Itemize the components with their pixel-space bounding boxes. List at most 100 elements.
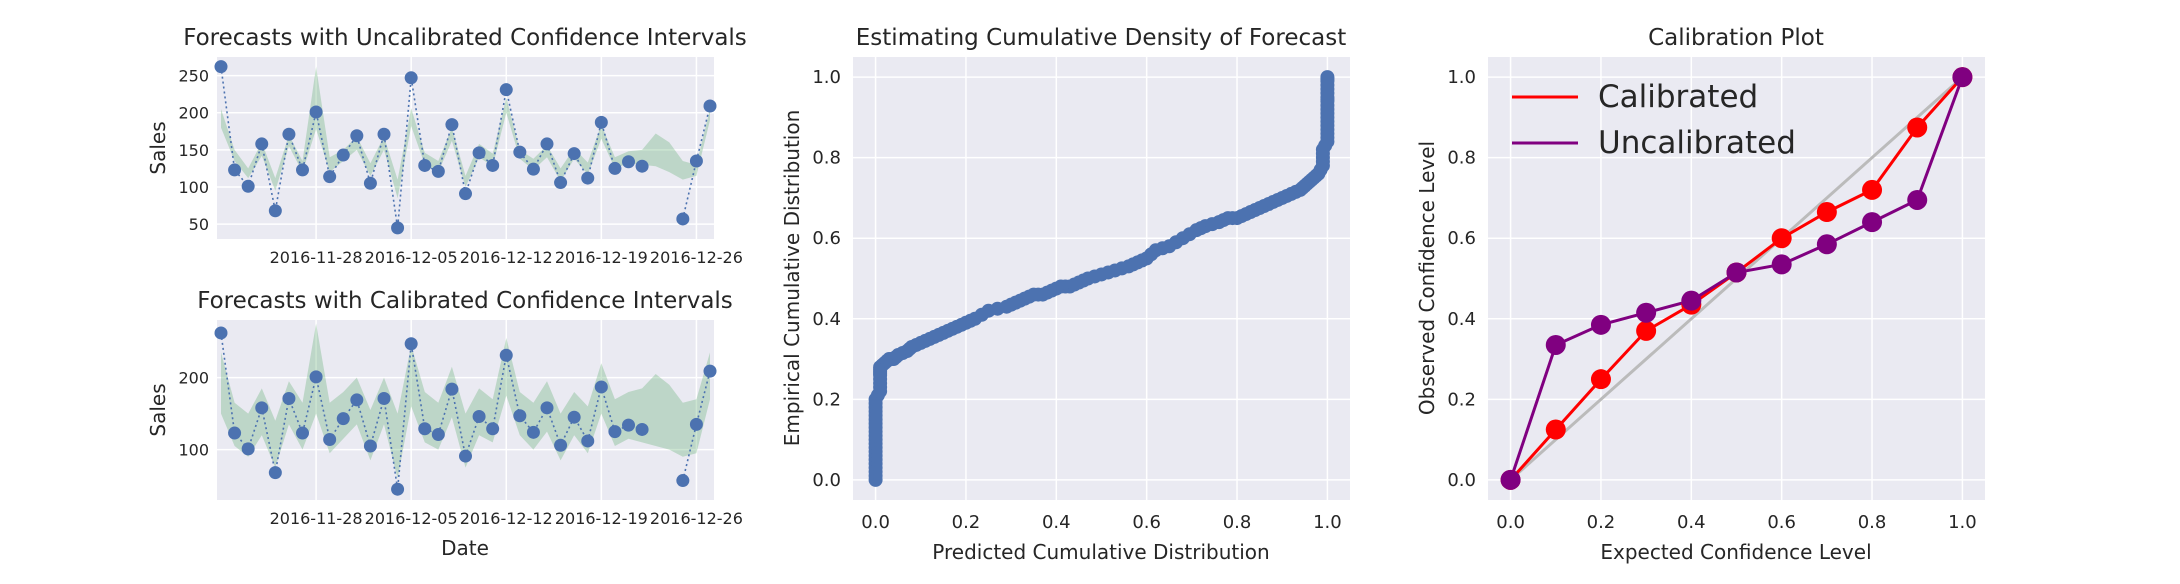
- sales-point: [608, 425, 622, 439]
- x-tick-label: 2016-11-28: [270, 509, 363, 528]
- sales-point: [526, 162, 540, 176]
- sales-point: [350, 393, 364, 407]
- calibration-series: [1500, 67, 1973, 490]
- x-tick-label: 0.8: [1858, 512, 1887, 533]
- sales-point: [526, 425, 540, 439]
- sales-point: [513, 145, 527, 159]
- sales-point: [445, 382, 459, 396]
- y-tick-label: 0.6: [1447, 228, 1476, 249]
- y-tick-label: 0.2: [1447, 389, 1476, 410]
- calibration-x-tick-labels: 0.0 0.2 0.4 0.6 0.8 1.0: [1496, 512, 1976, 533]
- uncalibrated-point: [1500, 469, 1521, 490]
- x-tick-label: 0.8: [1223, 512, 1252, 533]
- sales-point: [377, 391, 391, 405]
- sales-point: [363, 439, 377, 453]
- uncalibrated-forecast-line: [220, 66, 711, 229]
- sales-point: [513, 409, 527, 423]
- uncalibrated-plot-area: [217, 57, 714, 239]
- sales-point: [703, 364, 717, 378]
- calibrated-point: [1862, 179, 1883, 200]
- uncalibrated-confidence-band: [221, 66, 710, 199]
- uncalibrated-x-tick-labels: 2016-11-28 2016-12-05 2016-12-12 2016-12-19…: [270, 248, 743, 267]
- sales-point: [418, 422, 432, 436]
- calibrated-point: [1907, 117, 1928, 138]
- sales-point: [431, 164, 445, 178]
- y-tick-label: 1.0: [812, 67, 841, 88]
- legend-uncalibrated-label: Uncalibrated: [1598, 125, 1796, 161]
- calibrated-plot-area: [217, 320, 714, 500]
- y-tick-label: 1.0: [1447, 67, 1476, 88]
- sales-point: [296, 426, 309, 440]
- cdf-point: [1320, 70, 1335, 85]
- uncalibrated-point: [1681, 290, 1702, 311]
- y-tick-label: 200: [178, 104, 209, 123]
- sales-point: [689, 417, 703, 431]
- uncalibrated-title: Forecasts with Uncalibrated Confidence I…: [183, 25, 747, 51]
- sales-point: [459, 449, 472, 463]
- x-tick-label: 0.6: [1767, 512, 1796, 533]
- sales-point: [499, 348, 513, 362]
- sales-point: [323, 433, 337, 447]
- sales-point: [635, 159, 649, 173]
- x-tick-label: 2016-12-05: [365, 509, 458, 528]
- y-tick-label: 0.0: [812, 470, 841, 491]
- sales-point: [635, 422, 649, 436]
- x-tick-label: 0.4: [1042, 512, 1071, 533]
- sales-point: [228, 163, 242, 177]
- uncalibrated-point: [1816, 234, 1837, 255]
- x-tick-label: 0.4: [1677, 512, 1706, 533]
- sales-point: [282, 127, 296, 141]
- calibration-gridlines: [1488, 57, 1985, 500]
- x-tick-label: 0.6: [1132, 512, 1161, 533]
- sales-point: [472, 146, 486, 160]
- y-tick-label: 200: [178, 369, 209, 388]
- sales-point: [350, 129, 364, 143]
- y-tick-label: 0.8: [1447, 148, 1476, 169]
- y-tick-label: 250: [178, 67, 209, 86]
- uncalibrated-point: [1726, 262, 1747, 283]
- sales-point: [581, 434, 595, 448]
- sales-point: [214, 60, 228, 74]
- x-tick-label: 0.2: [1587, 512, 1616, 533]
- uncalibrated-y-axis-label: Sales: [146, 121, 170, 174]
- cumulative-density-y-tick-labels: 0.0 0.2 0.4 0.6 0.8 1.0: [812, 67, 841, 491]
- sales-point: [703, 99, 717, 113]
- calibrated-point: [1771, 228, 1792, 249]
- cumulative-density-x-axis-label: Predicted Cumulative Distribution: [932, 540, 1269, 564]
- sales-point: [499, 83, 513, 97]
- uncalibrated-point: [1907, 189, 1928, 210]
- sales-point: [486, 158, 500, 172]
- uncalibrated-sales-points: [214, 60, 717, 235]
- x-tick-label: 2016-12-26: [650, 509, 743, 528]
- calibration-y-axis-label: Observed Confidence Level: [1415, 141, 1439, 415]
- uncalibrated-point: [1636, 302, 1657, 323]
- sales-point: [554, 438, 568, 452]
- x-tick-label: 2016-12-26: [650, 248, 743, 267]
- calibrated-point: [1816, 202, 1837, 223]
- x-tick-label: 0.0: [1496, 512, 1525, 533]
- uncalibrated-y-tick-labels: 50 100 150 200 250: [178, 67, 209, 235]
- sales-point: [418, 158, 432, 172]
- y-tick-label: 0.2: [812, 389, 841, 410]
- calibrated-y-tick-labels: 100 200: [178, 369, 209, 460]
- uncalibrated-point: [1862, 212, 1883, 233]
- sales-point: [554, 176, 568, 190]
- sales-point: [228, 426, 242, 440]
- sales-point: [255, 137, 269, 151]
- uncalibrated-point: [1590, 314, 1611, 335]
- calibrated-point: [1636, 320, 1657, 341]
- cumulative-density-x-tick-labels: 0.0 0.2 0.4 0.6 0.8 1.0: [861, 512, 1341, 533]
- sales-point: [391, 221, 405, 235]
- cumulative-density-gridlines: [853, 57, 1350, 500]
- y-tick-label: 100: [178, 441, 209, 460]
- sales-point: [676, 212, 690, 226]
- sales-point: [214, 326, 228, 340]
- y-tick-label: 0.0: [1447, 470, 1476, 491]
- sales-point: [377, 127, 391, 141]
- sales-point: [676, 474, 690, 488]
- calibration-legend: Calibrated Uncalibrated: [1512, 79, 1796, 161]
- sales-point: [459, 187, 472, 201]
- sales-point: [336, 412, 350, 426]
- x-tick-label: 2016-12-12: [460, 248, 553, 267]
